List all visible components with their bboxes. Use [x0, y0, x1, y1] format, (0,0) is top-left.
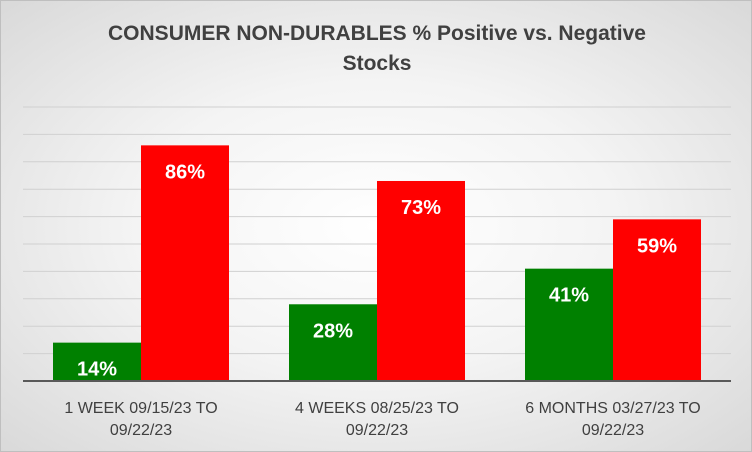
x-tick-label: 6 MONTHS 03/27/23 TO: [525, 400, 700, 417]
bar: [525, 268, 613, 381]
chart-title: CONSUMER NON-DURABLES % Positive vs. Neg…: [1, 19, 752, 79]
data-label: 41%: [549, 285, 589, 307]
x-tick-label: 09/22/23: [346, 422, 408, 439]
x-tick-label: 1 WEEK 09/15/23 TO: [64, 400, 217, 417]
bar: [613, 219, 701, 381]
bar: [377, 180, 465, 381]
bar: [53, 342, 141, 381]
data-label: 73%: [401, 197, 441, 219]
bar: [141, 145, 229, 381]
data-label: 14%: [77, 359, 117, 381]
bar: [289, 304, 377, 381]
data-label: 28%: [313, 320, 353, 342]
x-tick-label: 09/22/23: [110, 422, 172, 439]
x-tick-label: 09/22/23: [582, 422, 644, 439]
data-label: 59%: [637, 235, 677, 257]
chart-title-line-1: CONSUMER NON-DURABLES % Positive vs. Neg…: [108, 22, 646, 45]
chart-title-line-2: Stocks: [342, 52, 412, 75]
data-label: 86%: [165, 161, 205, 183]
x-tick-label: 4 WEEKS 08/25/23 TO: [295, 400, 459, 417]
